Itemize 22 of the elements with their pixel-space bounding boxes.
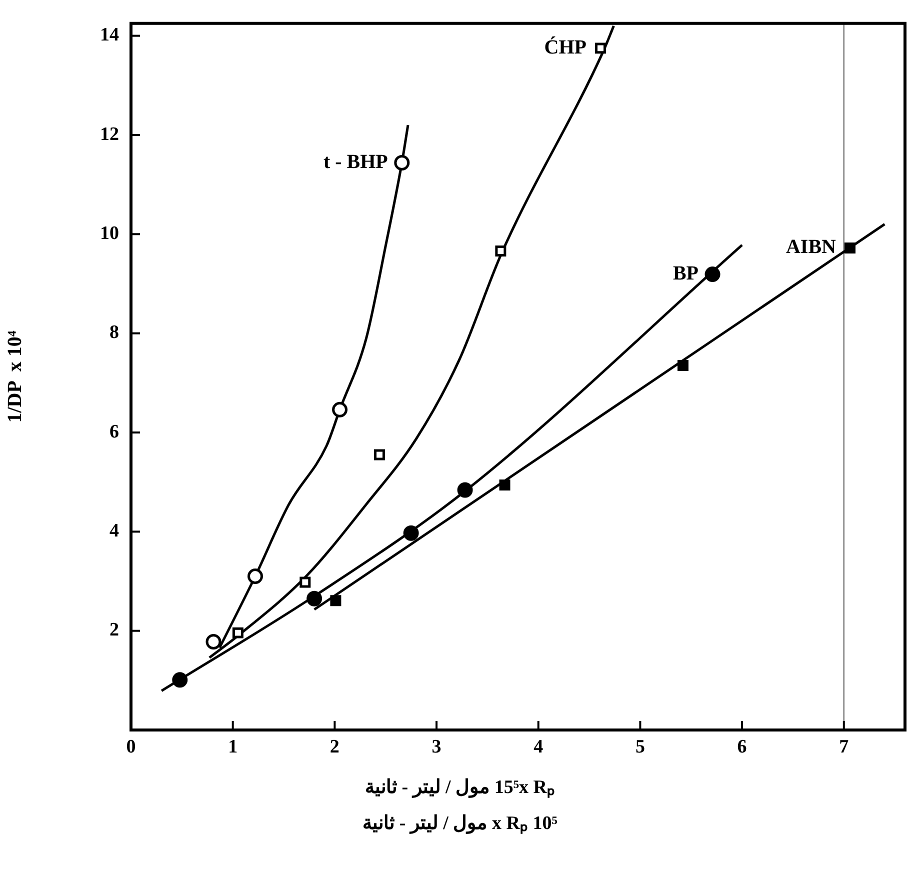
x-tick-label: 4 [534, 736, 544, 758]
y-tick-label: 12 [100, 124, 119, 145]
series-label: t - BHP [323, 150, 388, 173]
series-label: ĆHP [544, 35, 586, 58]
x-tick-label: 2 [330, 736, 340, 758]
y-tick-label: 6 [110, 421, 119, 442]
y-tick-label: 2 [110, 620, 119, 641]
x-axis-title: 10⁵ x Rₚ مول / ليتر - ثانية [362, 812, 558, 836]
x-tick-label: 6 [737, 736, 747, 758]
x-tick-label: 0 [126, 736, 136, 758]
y-tick-label: 4 [110, 520, 120, 542]
y-tick-label: 14 [100, 24, 120, 46]
x-tick-label: 5 [635, 736, 645, 758]
x-tick-label: 1 [228, 736, 238, 758]
x-tick-label: 3 [432, 736, 442, 758]
x-tick-label: 7 [839, 736, 850, 758]
y-tick-label: 8 [110, 322, 119, 344]
text: 15⁵x Rₚ مول / ليتر - ثانية [364, 776, 556, 800]
y-tick-label: 10 [100, 223, 119, 244]
series-label: BP [672, 262, 699, 284]
y-axis-title: 1/DP x 10⁴ [4, 330, 26, 423]
series-label: AIBN [786, 236, 837, 258]
